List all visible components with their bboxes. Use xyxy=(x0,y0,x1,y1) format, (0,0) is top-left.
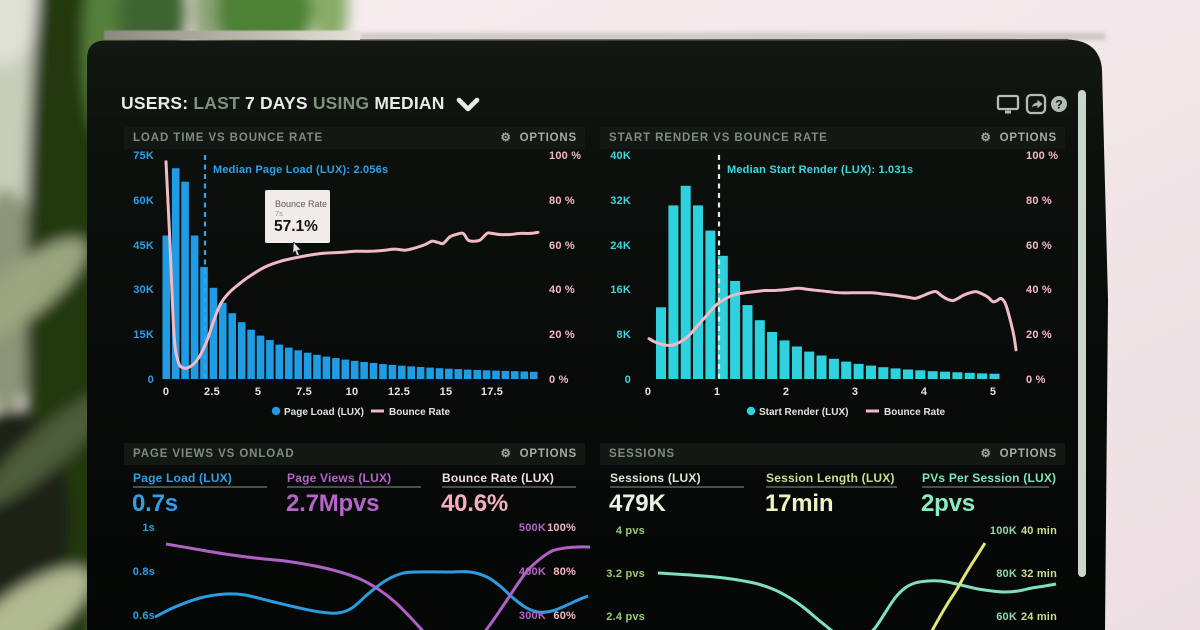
svg-text:0.8s: 0.8s xyxy=(133,566,155,578)
svg-text:400K: 400K xyxy=(519,566,546,578)
svg-text:40 %: 40 % xyxy=(549,284,575,296)
svg-text:Median Page Load (LUX): 2.056s: Median Page Load (LUX): 2.056s xyxy=(213,164,388,176)
svg-text:32K: 32K xyxy=(610,195,631,207)
svg-text:3.2 pvs: 3.2 pvs xyxy=(606,568,645,580)
svg-text:40 %: 40 % xyxy=(1026,284,1052,296)
svg-text:2: 2 xyxy=(783,386,789,398)
svg-text:80%: 80% xyxy=(553,566,576,578)
svg-text:40 min: 40 min xyxy=(1021,525,1057,537)
svg-text:Median Start Render (LUX): 1.0: Median Start Render (LUX): 1.031s xyxy=(727,164,913,176)
svg-text:4 pvs: 4 pvs xyxy=(616,525,645,537)
svg-text:100K: 100K xyxy=(990,525,1017,537)
svg-text:80 %: 80 % xyxy=(1026,195,1052,207)
svg-text:60 %: 60 % xyxy=(1026,240,1052,252)
svg-text:3: 3 xyxy=(852,386,858,398)
svg-text:Start Render (LUX): Start Render (LUX) xyxy=(759,407,848,418)
svg-text:32 min: 32 min xyxy=(1021,568,1057,580)
svg-text:0: 0 xyxy=(163,386,169,398)
svg-text:24 min: 24 min xyxy=(1021,611,1057,623)
svg-text:100%: 100% xyxy=(547,522,576,534)
svg-text:60K: 60K xyxy=(996,611,1017,623)
svg-text:20 %: 20 % xyxy=(1026,329,1052,341)
svg-text:75K: 75K xyxy=(133,150,154,162)
svg-text:45K: 45K xyxy=(133,240,154,252)
svg-text:80K: 80K xyxy=(996,568,1017,580)
svg-text:0: 0 xyxy=(645,386,651,398)
svg-text:100 %: 100 % xyxy=(549,150,581,162)
svg-text:60K: 60K xyxy=(133,195,154,207)
svg-text:8K: 8K xyxy=(617,329,631,341)
svg-text:60%: 60% xyxy=(553,610,576,622)
svg-text:10: 10 xyxy=(346,386,359,398)
svg-text:2.4 pvs: 2.4 pvs xyxy=(606,611,645,623)
svg-text:17.5: 17.5 xyxy=(481,386,503,398)
svg-text:?: ? xyxy=(1055,98,1062,112)
svg-text:1: 1 xyxy=(714,386,720,398)
svg-text:24K: 24K xyxy=(610,240,631,252)
svg-text:30K: 30K xyxy=(133,284,154,296)
svg-text:0: 0 xyxy=(625,374,631,386)
svg-text:5: 5 xyxy=(255,386,261,398)
svg-text:Bounce Rate: Bounce Rate xyxy=(389,407,451,418)
svg-text:60 %: 60 % xyxy=(549,240,575,252)
svg-text:40K: 40K xyxy=(610,150,631,162)
svg-text:0.6s: 0.6s xyxy=(133,610,155,622)
svg-text:15: 15 xyxy=(440,386,453,398)
svg-text:5: 5 xyxy=(990,386,996,398)
svg-text:80 %: 80 % xyxy=(549,195,575,207)
svg-text:4: 4 xyxy=(921,386,928,398)
svg-text:500K: 500K xyxy=(519,522,546,534)
svg-text:2.5: 2.5 xyxy=(204,386,220,398)
svg-text:1s: 1s xyxy=(142,522,155,534)
svg-text:Page Load (LUX): Page Load (LUX) xyxy=(284,407,364,418)
svg-text:20 %: 20 % xyxy=(549,329,575,341)
svg-text:15K: 15K xyxy=(133,329,154,341)
svg-text:0 %: 0 % xyxy=(549,374,569,386)
svg-text:12.5: 12.5 xyxy=(388,386,410,398)
svg-text:300K: 300K xyxy=(519,610,546,622)
svg-text:16K: 16K xyxy=(610,284,631,296)
svg-text:7.5: 7.5 xyxy=(296,386,312,398)
svg-text:0 %: 0 % xyxy=(1026,374,1046,386)
svg-text:100 %: 100 % xyxy=(1026,150,1058,162)
svg-text:0: 0 xyxy=(148,374,154,386)
svg-text:Bounce Rate: Bounce Rate xyxy=(884,407,946,418)
